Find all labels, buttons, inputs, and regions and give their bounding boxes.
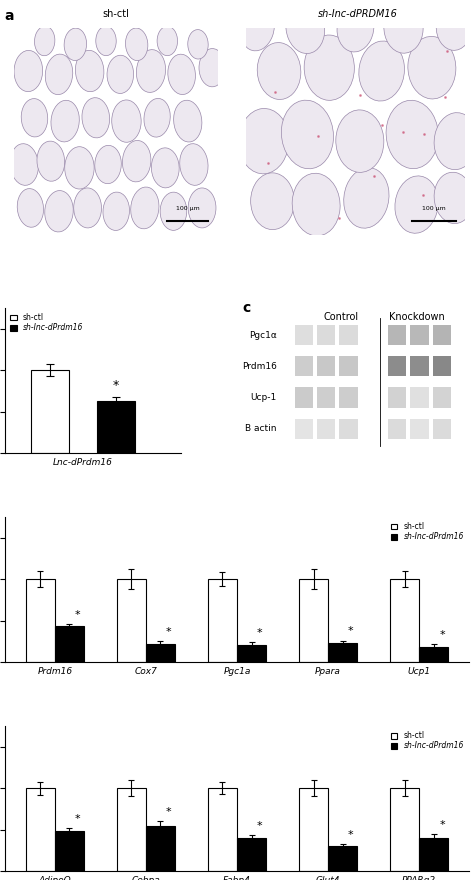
Bar (433, 419, 451, 439)
Legend: sh-ctl, sh-Inc-dPrdm16: sh-ctl, sh-Inc-dPrdm16 (389, 730, 465, 752)
Bar (433, 387, 451, 407)
Bar (419, 647, 448, 662)
Bar (390, 788, 419, 871)
Text: a: a (5, 9, 14, 23)
Bar (410, 419, 428, 439)
Bar (31, 370, 69, 453)
Text: c: c (242, 301, 250, 314)
Text: Pgc1α: Pgc1α (249, 331, 276, 340)
Bar (419, 838, 448, 871)
Bar (208, 579, 237, 662)
Text: *: * (257, 820, 263, 831)
Bar (339, 356, 358, 377)
Text: *: * (75, 610, 81, 620)
Text: Knockdown: Knockdown (389, 312, 445, 322)
Text: *: * (348, 627, 354, 636)
Bar (390, 579, 419, 662)
Bar (388, 325, 406, 345)
Bar (295, 419, 313, 439)
Text: Ucp-1: Ucp-1 (250, 393, 276, 402)
Bar (55, 627, 84, 662)
Bar (237, 838, 266, 871)
Legend: sh-ctl, sh-Inc-dPrdm16: sh-ctl, sh-Inc-dPrdm16 (389, 521, 465, 543)
Bar (295, 356, 313, 377)
Text: sh-ctl: sh-ctl (103, 9, 130, 18)
Bar (295, 325, 313, 345)
Bar (317, 419, 336, 439)
Bar (117, 579, 146, 662)
Legend: sh-ctl, sh-Inc-dPrdm16: sh-ctl, sh-Inc-dPrdm16 (9, 312, 85, 334)
Bar (410, 356, 428, 377)
Bar (26, 579, 55, 662)
Text: *: * (257, 628, 263, 638)
Text: Control: Control (324, 312, 359, 322)
Text: *: * (348, 830, 354, 840)
Bar (388, 356, 406, 377)
Text: *: * (166, 627, 172, 637)
Text: sh-Inc-dPRDM16: sh-Inc-dPRDM16 (318, 9, 398, 18)
Bar (299, 579, 328, 662)
Bar (317, 356, 336, 377)
Bar (317, 325, 336, 345)
Text: B actin: B actin (245, 424, 276, 433)
Bar (388, 387, 406, 407)
Bar (339, 387, 358, 407)
Bar (117, 788, 146, 871)
Bar (146, 825, 175, 871)
Bar (410, 387, 428, 407)
Text: *: * (439, 630, 445, 640)
Bar (410, 325, 428, 345)
Text: *: * (166, 807, 172, 818)
Text: *: * (439, 819, 445, 830)
Bar (328, 847, 357, 871)
Bar (317, 387, 336, 407)
Bar (26, 788, 55, 871)
Bar (339, 325, 358, 345)
Text: *: * (75, 814, 81, 824)
Bar (339, 419, 358, 439)
Bar (433, 356, 451, 377)
Bar (97, 400, 135, 453)
Bar (237, 645, 266, 662)
Bar (328, 643, 357, 662)
Bar (388, 419, 406, 439)
Bar (146, 644, 175, 662)
Bar (299, 788, 328, 871)
Bar (208, 788, 237, 871)
Text: Prdm16: Prdm16 (242, 362, 276, 370)
Bar (433, 325, 451, 345)
Bar (295, 387, 313, 407)
Text: *: * (112, 378, 118, 392)
Bar (55, 832, 84, 871)
